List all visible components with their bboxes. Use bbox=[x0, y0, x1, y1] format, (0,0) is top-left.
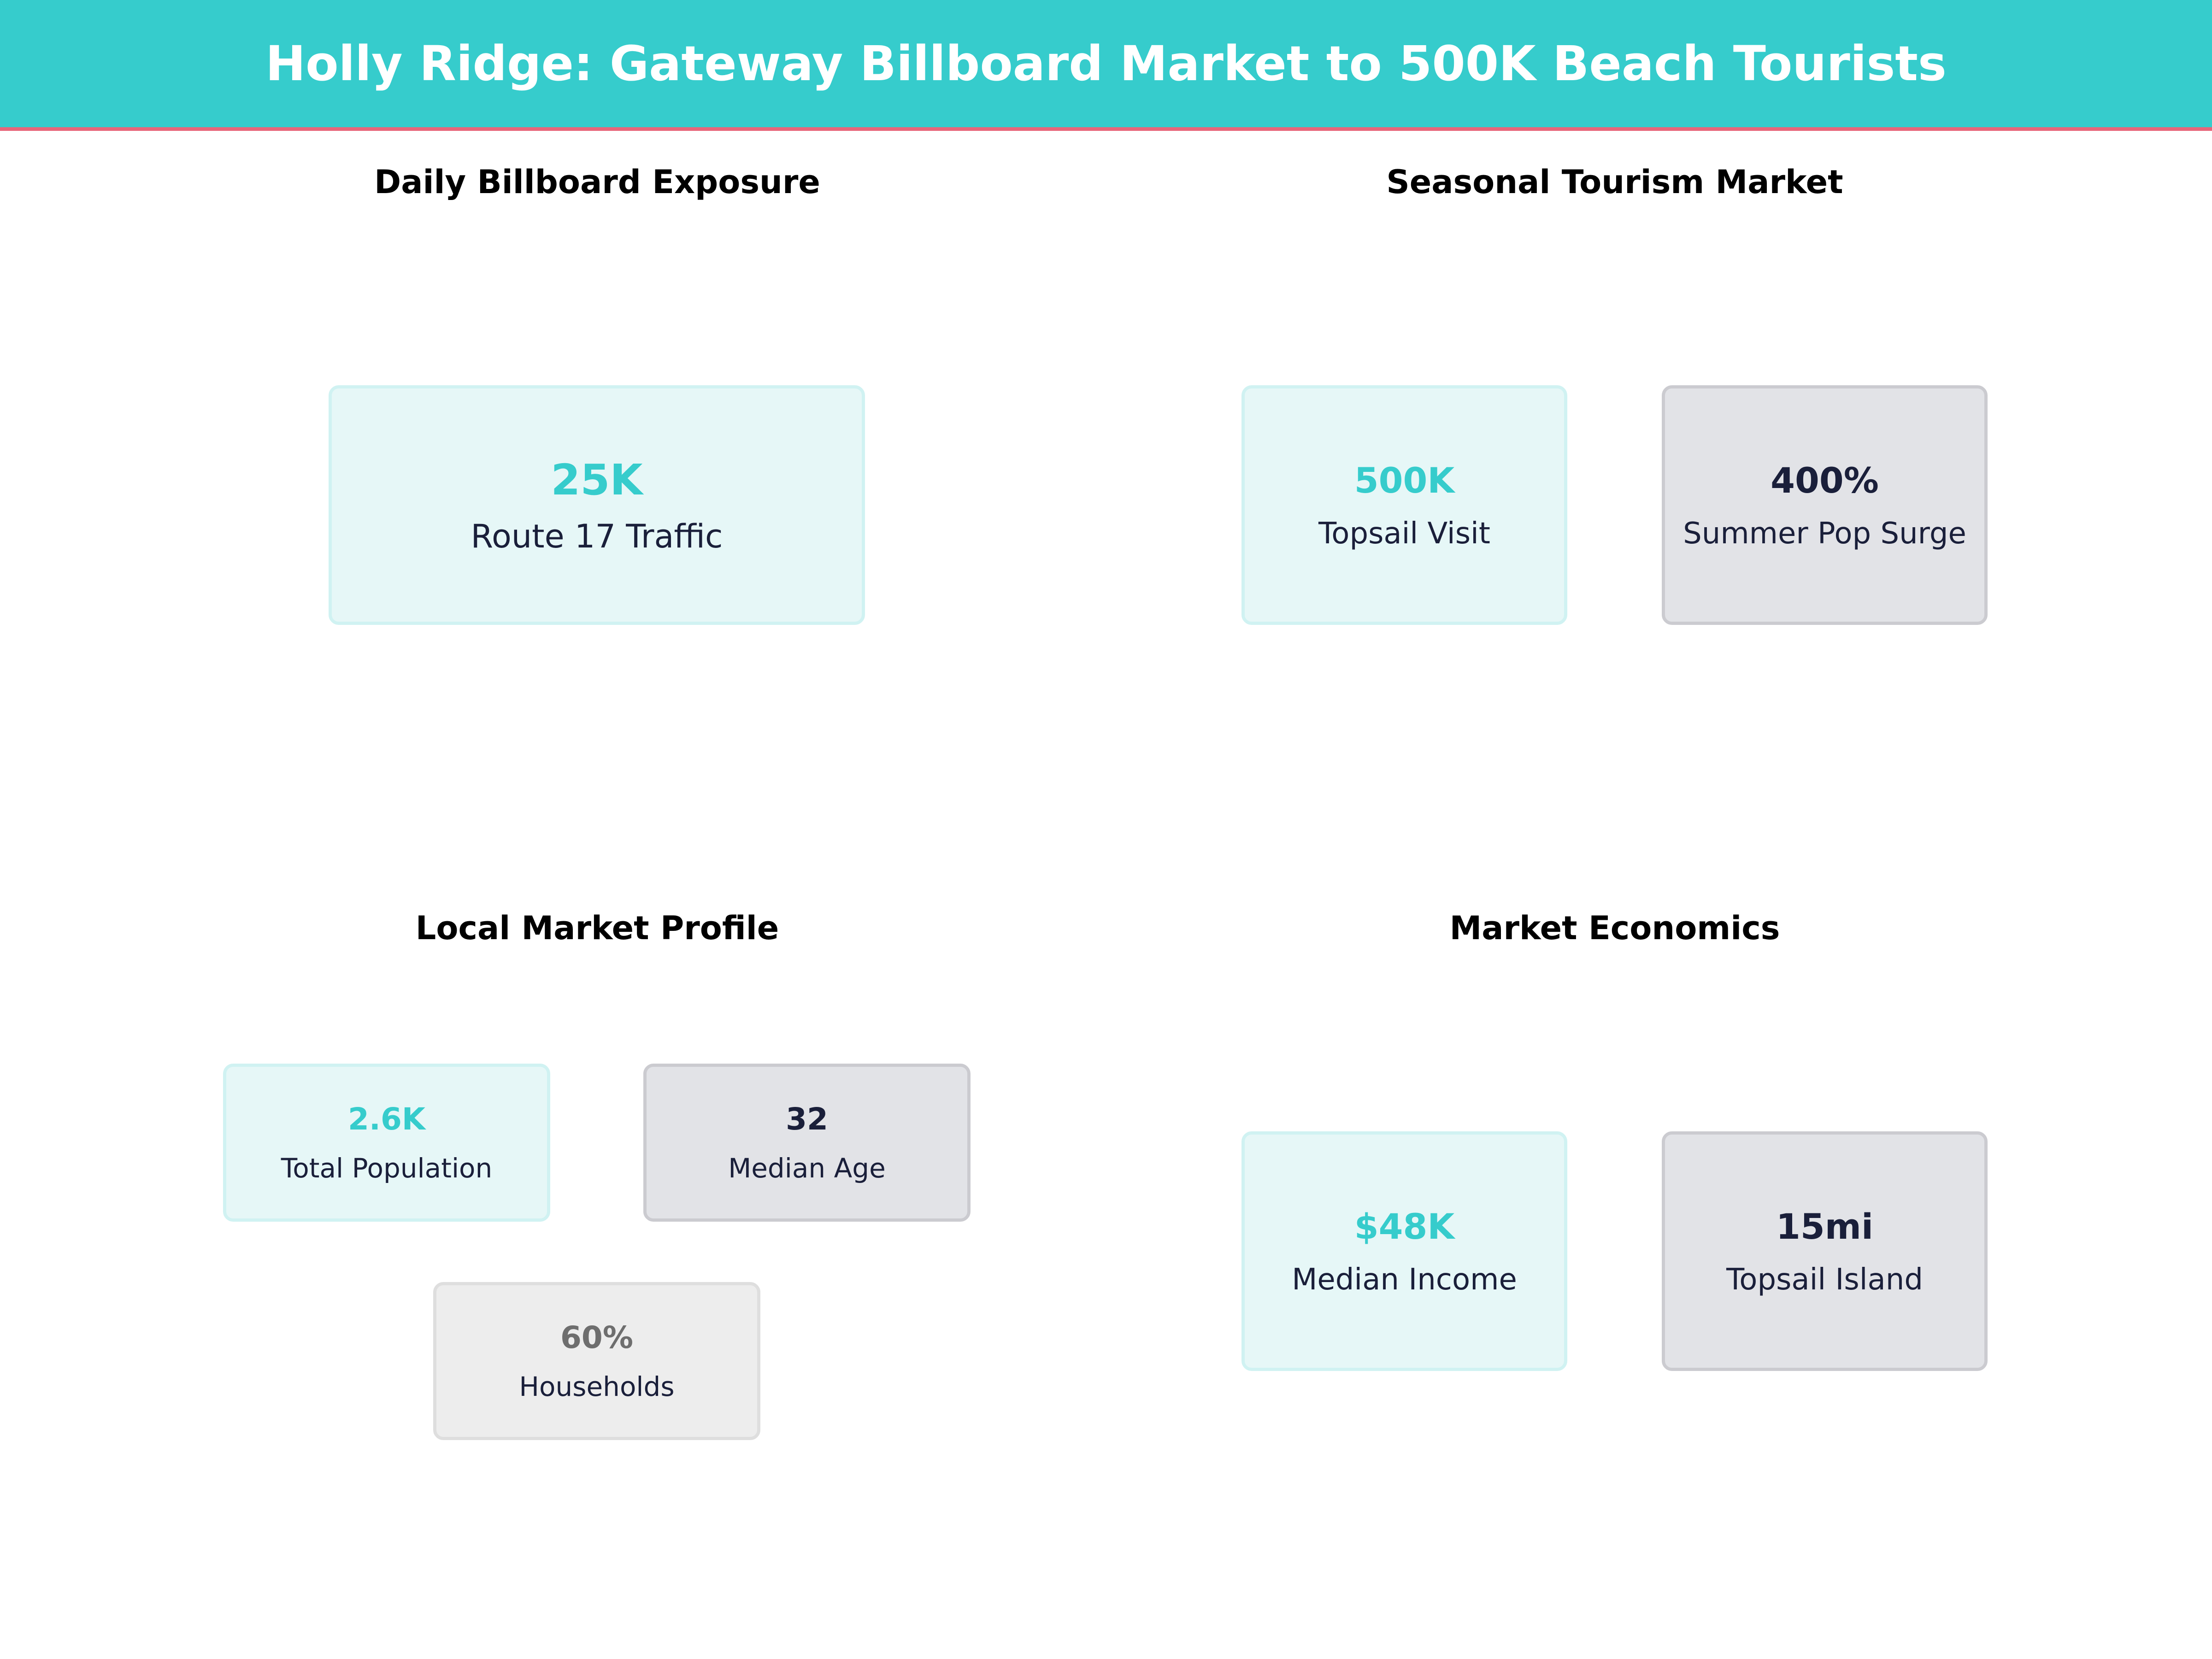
stat-card-topsail-distance: 15mi Topsail Island bbox=[1662, 1131, 1988, 1371]
stat-card-summer-pop-surge: 400% Summer Pop Surge bbox=[1662, 385, 1988, 625]
stat-label: Topsail Visit bbox=[1318, 516, 1490, 551]
page-title: Holly Ridge: Gateway Billboard Market to… bbox=[265, 35, 1947, 92]
stat-label: Total Population bbox=[281, 1153, 493, 1184]
section-title-tourism-market: Seasonal Tourism Market bbox=[1386, 163, 1843, 201]
stat-value: 500K bbox=[1354, 459, 1455, 501]
stat-label: Median Income bbox=[1292, 1262, 1517, 1297]
stat-value: 60% bbox=[560, 1320, 633, 1355]
stat-value: 2.6K bbox=[347, 1101, 426, 1137]
stat-label: Summer Pop Surge bbox=[1683, 516, 1966, 551]
stat-card-total-population: 2.6K Total Population bbox=[223, 1064, 550, 1222]
stat-value: $48K bbox=[1354, 1206, 1455, 1247]
header-divider bbox=[0, 127, 2212, 131]
stat-label: Median Age bbox=[728, 1153, 886, 1184]
header-banner: Holly Ridge: Gateway Billboard Market to… bbox=[0, 0, 2212, 127]
stat-card-topsail-visit: 500K Topsail Visit bbox=[1241, 385, 1567, 625]
stat-value: 400% bbox=[1771, 459, 1879, 501]
stat-card-median-income: $48K Median Income bbox=[1241, 1131, 1567, 1371]
stat-value: 32 bbox=[786, 1101, 828, 1137]
section-title-market-economics: Market Economics bbox=[1449, 909, 1780, 947]
stat-value: 25K bbox=[551, 455, 643, 505]
section-title-billboard-exposure: Daily Billboard Exposure bbox=[374, 163, 820, 201]
stat-label: Route 17 Traffic bbox=[471, 517, 723, 555]
stat-card-median-age: 32 Median Age bbox=[643, 1064, 971, 1222]
stat-label: Households bbox=[519, 1371, 675, 1402]
stat-card-households: 60% Households bbox=[433, 1282, 760, 1440]
stat-card-route-traffic: 25K Route 17 Traffic bbox=[329, 385, 865, 625]
section-title-local-market: Local Market Profile bbox=[415, 909, 779, 947]
stat-label: Topsail Island bbox=[1726, 1262, 1923, 1297]
stat-value: 15mi bbox=[1776, 1206, 1873, 1247]
